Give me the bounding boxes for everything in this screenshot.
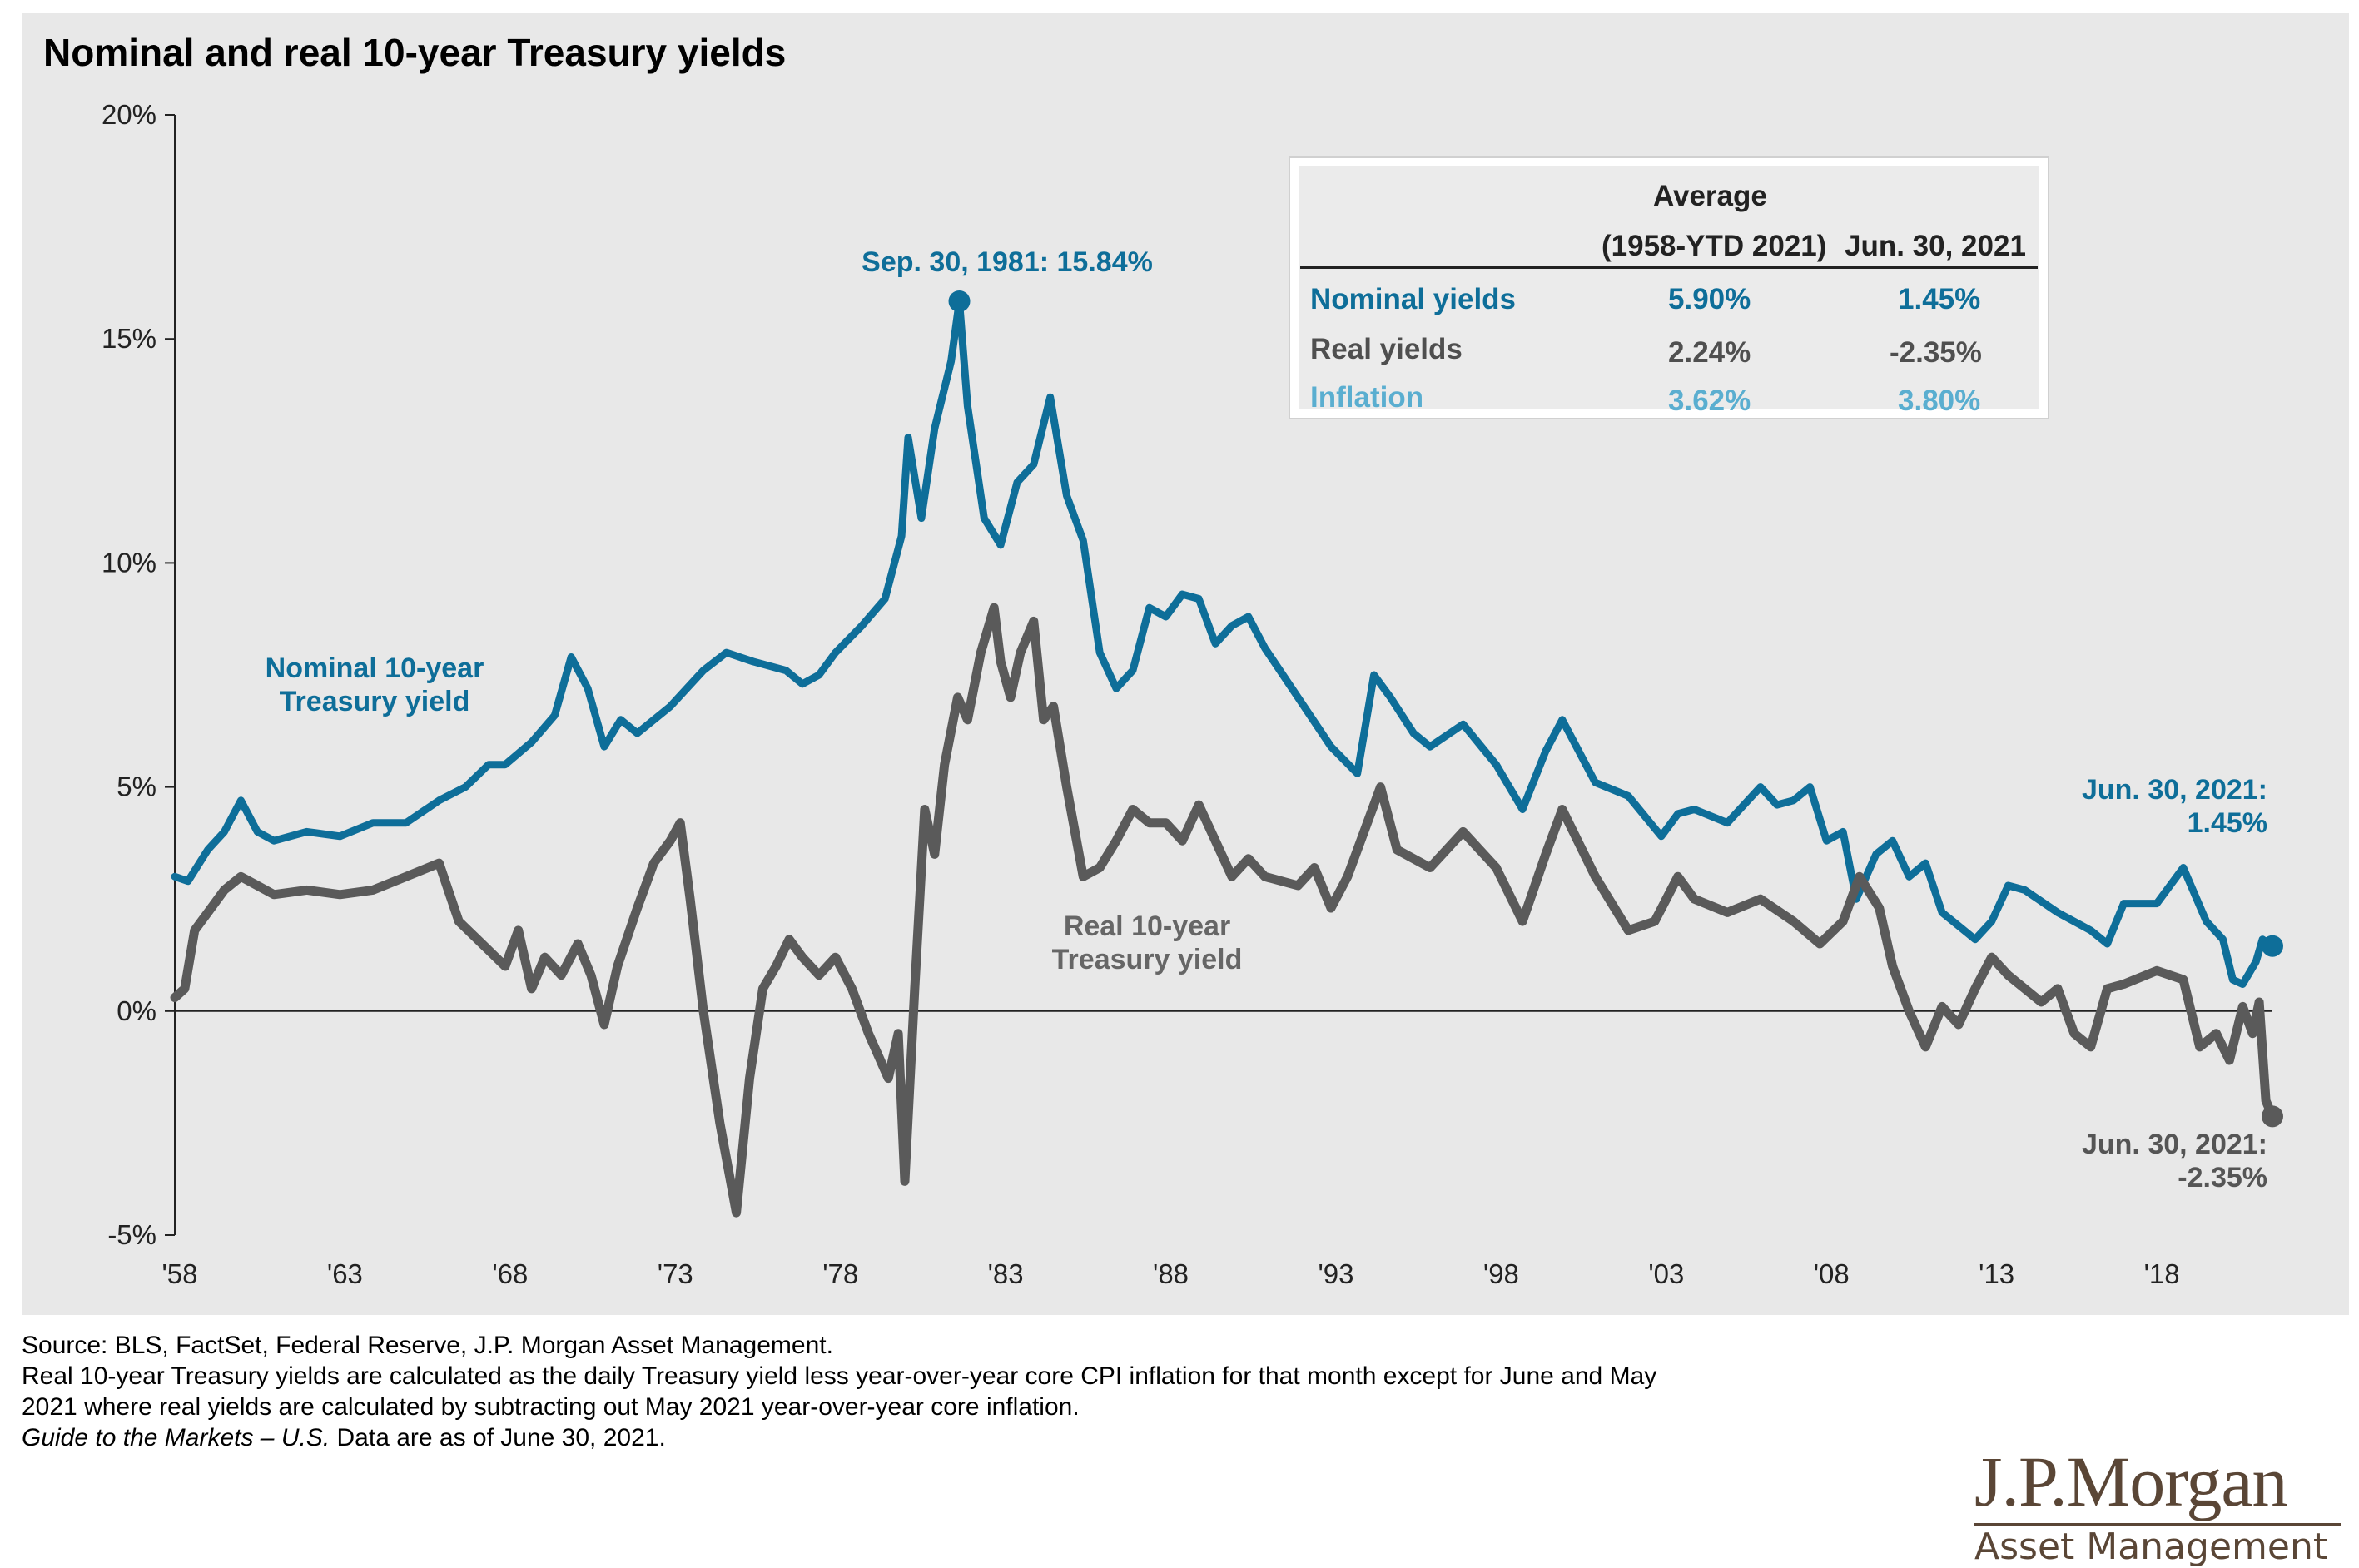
chart-title: Nominal and real 10-year Treasury yields <box>43 31 787 74</box>
average-table-body: Average (1958-YTD 2021) Jun. 30, 2021 No… <box>1299 166 2039 417</box>
table-cell-nominal-avg: 5.90% <box>1668 283 1751 315</box>
series-layer <box>170 297 2277 1218</box>
series-label-real: Real 10-year <box>1064 911 1230 942</box>
y-tick-label: 10% <box>102 547 156 578</box>
jpmorgan-logo: J.P.Morgan Asset Management <box>1974 1446 2341 1567</box>
table-row-label-inflation: Inflation <box>1310 381 1424 414</box>
table-row-label-real: Real yields <box>1310 333 1463 365</box>
x-tick-label: '13 <box>1979 1258 2014 1289</box>
series-line-nominal <box>171 297 2277 988</box>
logo-subtitle: Asset Management <box>1974 1523 2341 1567</box>
x-tick-label: '18 <box>2144 1258 2180 1289</box>
table-cell-inflation-avg: 3.62% <box>1668 385 1751 417</box>
table-header-current: Jun. 30, 2021 <box>1845 230 2026 262</box>
nominal-end-marker <box>2262 935 2283 957</box>
x-tick-label: '93 <box>1318 1258 1353 1289</box>
nominal-end-label: Jun. 30, 2021: <box>2082 774 2267 806</box>
axes: -5% 0% 5% 10% 15% 20% '58 '63 '68 '73 '78 '83 '88 '93… <box>102 99 2272 1289</box>
table-cell-nominal-current: 1.45% <box>1898 283 1981 315</box>
x-tick-label: '58 <box>161 1258 197 1289</box>
table-cell-inflation-current: 3.80% <box>1898 385 1981 417</box>
footnote-methodology-1: Real 10-year Treasury yields are calcula… <box>22 1362 1657 1390</box>
y-tick-label: 5% <box>117 772 156 802</box>
table-row-label-nominal: Nominal yields <box>1310 283 1517 315</box>
nominal-end-label: 1.45% <box>2188 807 2267 839</box>
footnote-guide: Guide to the Markets – U.S. Data are as … <box>22 1422 1656 1453</box>
series-label-nominal: Nominal 10-year <box>266 653 484 684</box>
footnotes: Source: BLS, FactSet, Federal Reserve, J… <box>22 1330 1656 1453</box>
table-header-period: (1958-YTD 2021) <box>1602 230 1827 262</box>
x-tick-label: '98 <box>1483 1258 1519 1289</box>
real-end-label: Jun. 30, 2021: <box>2082 1129 2267 1160</box>
x-tick-label: '83 <box>988 1258 1024 1289</box>
series-line-real <box>170 603 2277 1218</box>
x-tick-label: '63 <box>327 1258 363 1289</box>
table-header-rule <box>1300 266 2038 269</box>
footnote-methodology-2: 2021 where real yields are calculated by… <box>22 1393 1080 1421</box>
x-tick-label: '68 <box>492 1258 528 1289</box>
real-end-marker <box>2262 1105 2283 1128</box>
series-label-nominal: Treasury yield <box>280 686 470 717</box>
series-label-real: Treasury yield <box>1052 944 1243 975</box>
y-tick-label: 15% <box>102 323 156 354</box>
chart-plot: -5% 0% 5% 10% 15% 20% '58 '63 '68 '73 '78 '83 '88 '93… <box>102 99 2283 1289</box>
average-table: Average (1958-YTD 2021) Jun. 30, 2021 No… <box>1289 156 2049 419</box>
footnote-source: Source: BLS, FactSet, Federal Reserve, J… <box>22 1332 833 1359</box>
y-tick-label: 20% <box>102 99 156 130</box>
x-tick-label: '73 <box>658 1258 693 1289</box>
footnote-guide-title: Guide to the Markets – U.S. <box>22 1424 330 1451</box>
peak-marker <box>948 290 971 312</box>
logo-wordmark: J.P.Morgan <box>1974 1441 2288 1521</box>
table-header-average: Average <box>1653 180 1767 212</box>
table-cell-real-current: -2.35% <box>1890 336 1982 369</box>
x-tick-label: '08 <box>1814 1258 1850 1289</box>
footnote-guide-date: Data are as of June 30, 2021. <box>330 1424 666 1451</box>
table-cell-real-avg: 2.24% <box>1668 336 1751 369</box>
x-tick-label: '78 <box>822 1258 858 1289</box>
y-tick-label: -5% <box>107 1219 156 1250</box>
y-tick-label: 0% <box>117 995 156 1026</box>
x-tick-label: '88 <box>1153 1258 1189 1289</box>
x-tick-label: '03 <box>1648 1258 1684 1289</box>
real-end-label: -2.35% <box>2178 1162 2267 1193</box>
peak-label: Sep. 30, 1981: 15.84% <box>862 246 1153 278</box>
